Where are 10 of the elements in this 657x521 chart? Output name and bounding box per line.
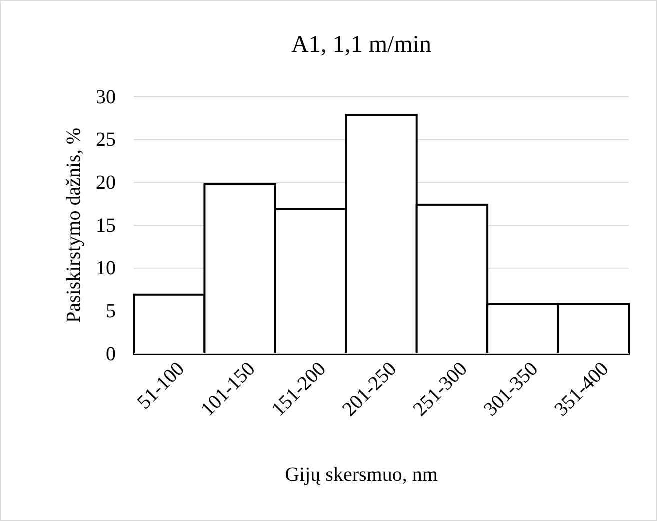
y-tick-label: 15 [96, 214, 116, 237]
y-tick-label: 20 [96, 172, 116, 194]
y-tick-label: 0 [106, 343, 116, 366]
y-tick-label: 5 [106, 300, 116, 323]
y-tick-label: 10 [96, 258, 116, 280]
y-axis-title: Pasiskirstymo dažnis, % [63, 128, 85, 323]
chart-title: A1, 1,1 m/min [291, 32, 432, 58]
x-axis-title: Gijų skersmuo, nm [285, 464, 438, 486]
y-tick-label: 25 [96, 129, 116, 152]
y-tick-label: 30 [96, 86, 116, 108]
